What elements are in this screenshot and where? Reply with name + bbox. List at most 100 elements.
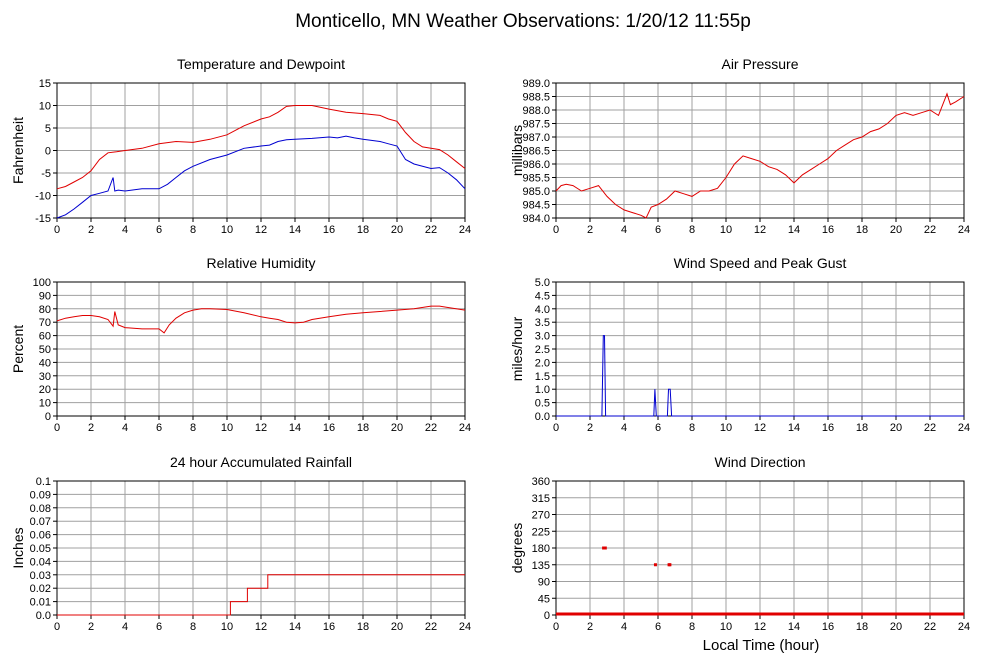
y-tick-label: 0.5 [535,398,550,410]
x-tick-label: 16 [323,422,335,434]
x-tick-label: 6 [156,224,162,236]
x-tick-label: 0 [553,621,559,633]
y-tick-label: 270 [532,510,550,522]
y-tick-label: 0.02 [30,583,51,595]
y-tick-label: 984.5 [522,200,550,212]
humidity-chart: 0 2 4 6 8 10 12 14 16 18 20 22 240102030405060708090… [10,255,471,434]
x-tick-label: 14 [788,422,800,434]
x-tick-label: 18 [357,224,369,236]
chart-title: 24 hour Accumulated Rainfall [170,454,352,470]
chart-title: Wind Speed and Peak Gust [674,255,847,271]
x-tick-label: 18 [856,422,868,434]
y-tick-label: 40 [39,357,51,369]
charts-grid: 0 2 4 6 8 10 12 14 16 18 20 22 24-15-10-5051015Tempe… [10,56,970,633]
y-tick-label: -5 [41,168,51,180]
y-tick-label: 100 [33,277,51,289]
series-line [56,305,466,334]
x-tick-label: 16 [323,224,335,236]
series-line [556,335,964,417]
series-line [57,574,465,616]
x-tick-label: 20 [391,621,403,633]
y-tick-label: 0.08 [30,503,51,515]
y-tick-label: 15 [39,78,51,90]
y-tick-label: 4.0 [535,304,550,316]
y-tick-label: 225 [532,526,550,538]
temp-chart: 0 2 4 6 8 10 12 14 16 18 20 22 24-15-10-5051015Tempe… [10,56,471,236]
y-tick-label: 0.0 [36,610,51,622]
x-tick-label: 4 [122,422,128,434]
y-tick-label: 45 [538,593,550,605]
rain-chart: 0 2 4 6 8 10 12 14 16 18 20 22 240.00.010.020.030.04… [10,454,471,633]
x-tick-label: 22 [425,621,437,633]
x-tick-label: 18 [856,621,868,633]
x-axis-label: Local Time (hour) [703,637,820,654]
x-tick-label: 12 [255,422,267,434]
y-tick-label: 0 [544,610,550,622]
x-tick-label: 10 [720,621,732,633]
x-tick-label: 10 [221,621,233,633]
y-tick-label: -10 [35,191,51,203]
wind-chart: 0 2 4 6 8 10 12 14 16 18 20 22 240.00.51.01.52.02.53… [509,255,970,434]
y-axis-label: Fahrenheit [10,117,26,184]
x-tick-label: 16 [323,621,335,633]
y-tick-label: 0.1 [36,476,51,488]
y-tick-label: 360 [532,476,550,488]
x-tick-label: 12 [754,422,766,434]
data-point [653,563,657,567]
x-tick-label: 12 [255,621,267,633]
x-tick-label: 0 [553,224,559,236]
x-tick-label: 24 [958,422,970,434]
x-tick-label: 4 [621,224,627,236]
x-tick-label: 20 [890,422,902,434]
chart-title: Air Pressure [721,56,798,72]
chart-title: Wind Direction [714,454,805,470]
x-tick-label: 4 [122,224,128,236]
y-axis-label: millibars [509,125,525,176]
y-tick-label: 70 [39,317,51,329]
x-tick-label: 6 [156,422,162,434]
x-tick-label: 6 [655,224,661,236]
y-tick-label: 4.5 [535,290,550,302]
x-tick-label: 4 [621,422,627,434]
chart-title: Relative Humidity [207,255,316,271]
x-tick-label: 20 [890,621,902,633]
x-tick-label: 8 [689,621,695,633]
x-tick-label: 4 [621,621,627,633]
x-tick-label: 2 [88,224,94,236]
y-tick-label: 315 [532,493,550,505]
y-tick-label: 0.03 [30,570,51,582]
y-tick-label: 0.04 [30,556,51,568]
y-axis-label: Inches [10,527,26,568]
y-tick-label: 50 [39,344,51,356]
y-tick-label: 987.5 [522,119,550,131]
x-tick-label: 24 [958,224,970,236]
y-tick-label: 1.5 [535,371,550,383]
x-tick-label: 18 [856,224,868,236]
x-tick-label: 8 [190,224,196,236]
y-tick-label: 0 [45,411,51,423]
y-tick-label: 0.0 [535,411,550,423]
y-tick-label: 3.0 [535,331,550,343]
x-tick-label: 16 [822,621,834,633]
y-tick-label: 0 [45,146,51,158]
x-tick-label: 8 [190,621,196,633]
y-tick-label: 20 [39,384,51,396]
y-tick-label: 988.0 [522,105,550,117]
x-tick-label: 18 [357,422,369,434]
x-tick-label: 12 [255,224,267,236]
y-tick-label: 30 [39,371,51,383]
x-tick-label: 14 [788,621,800,633]
y-tick-label: 989.0 [522,78,550,90]
x-tick-label: 8 [689,224,695,236]
y-tick-label: -15 [35,213,51,225]
y-tick-label: 80 [39,304,51,316]
x-tick-label: 22 [924,621,936,633]
x-tick-label: 8 [689,422,695,434]
y-tick-label: 988.5 [522,92,550,104]
y-tick-label: 985.5 [522,173,550,185]
x-tick-label: 2 [88,422,94,434]
data-point [602,546,606,550]
x-tick-label: 0 [54,621,60,633]
x-tick-label: 8 [190,422,196,434]
x-tick-label: 0 [54,422,60,434]
